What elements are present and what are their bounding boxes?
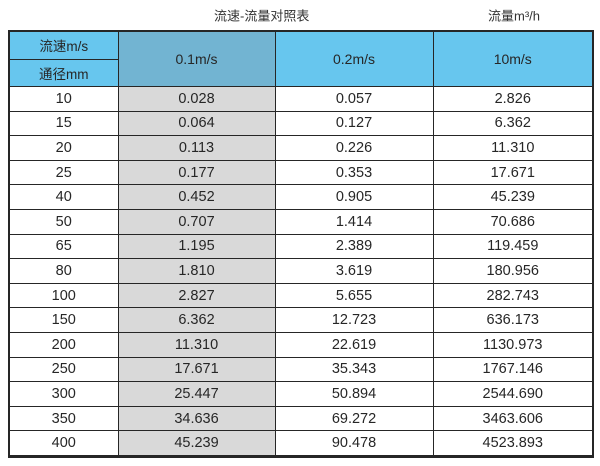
diameter-cell: 200 — [8, 331, 119, 358]
diameter-cell: 15 — [8, 110, 119, 137]
flow-02ms-cell: 0.353 — [274, 159, 434, 186]
flow-01ms-cell: 11.310 — [117, 331, 276, 358]
table-row: 10 0.028 0.057 2.826 — [8, 86, 594, 112]
table-row: 100 2.827 5.655 282.743 — [8, 282, 594, 309]
col-header-0-2ms: 0.2m/s — [274, 30, 434, 87]
flow-10ms-cell: 45.239 — [432, 184, 594, 210]
table-row: 20 0.113 0.226 11.310 — [8, 135, 594, 161]
header-row-top: 流速m/s 0.1m/s 0.2m/s 10m/s — [8, 30, 594, 87]
flow-02ms-cell: 90.478 — [274, 430, 434, 457]
table-row: 40 0.452 0.905 45.239 — [8, 184, 594, 210]
flow-10ms-cell: 180.956 — [432, 258, 594, 284]
table-row: 80 1.810 3.619 180.956 — [8, 258, 594, 284]
table-row: 25 0.177 0.353 17.671 — [8, 159, 594, 186]
flow-02ms-cell: 22.619 — [274, 331, 434, 358]
diameter-cell: 20 — [8, 135, 119, 161]
diameter-cell: 80 — [8, 258, 119, 284]
flow-01ms-cell: 6.362 — [117, 307, 276, 333]
diameter-cell: 65 — [8, 233, 119, 260]
diameter-cell: 25 — [8, 159, 119, 186]
flow-01ms-cell: 0.177 — [117, 159, 276, 186]
flow-02ms-cell: 0.905 — [274, 184, 434, 210]
flow-10ms-cell: 282.743 — [432, 282, 594, 309]
table-row: 200 11.310 22.619 1130.973 — [8, 331, 594, 358]
flow-02ms-cell: 0.057 — [274, 86, 434, 112]
flow-02ms-cell: 5.655 — [274, 282, 434, 309]
flow-10ms-cell: 11.310 — [432, 135, 594, 161]
title-bar: 流速-流量对照表 流量m³/h — [0, 0, 600, 30]
flow-02ms-cell: 0.226 — [274, 135, 434, 161]
flow-01ms-cell: 0.064 — [117, 110, 276, 137]
flow-10ms-cell: 4523.893 — [432, 430, 594, 457]
flow-02ms-cell: 2.389 — [274, 233, 434, 260]
flow-02ms-cell: 1.414 — [274, 208, 434, 235]
col-header-0-1ms: 0.1m/s — [117, 30, 276, 87]
diameter-cell: 250 — [8, 356, 119, 383]
diameter-cell: 350 — [8, 405, 119, 432]
flow-02ms-cell: 50.894 — [274, 381, 434, 407]
flow-10ms-cell: 2.826 — [432, 86, 594, 112]
flow-02ms-cell: 69.272 — [274, 405, 434, 432]
flow-02ms-cell: 0.127 — [274, 110, 434, 137]
table-title: 流速-流量对照表 — [214, 8, 310, 24]
table-header: 流速m/s 0.1m/s 0.2m/s 10m/s 通径mm — [8, 30, 594, 87]
flow-01ms-cell: 2.827 — [117, 282, 276, 309]
table-row: 350 34.636 69.272 3463.606 — [8, 405, 594, 432]
corner-diameter-label: 通径mm — [8, 58, 119, 87]
flow-01ms-cell: 17.671 — [117, 356, 276, 383]
table-row: 65 1.195 2.389 119.459 — [8, 233, 594, 260]
flow-01ms-cell: 1.810 — [117, 258, 276, 284]
diameter-cell: 50 — [8, 208, 119, 235]
flow-10ms-cell: 2544.690 — [432, 381, 594, 407]
table-row: 50 0.707 1.414 70.686 — [8, 208, 594, 235]
table-row: 150 6.362 12.723 636.173 — [8, 307, 594, 333]
flow-01ms-cell: 0.113 — [117, 135, 276, 161]
flow-01ms-cell: 25.447 — [117, 381, 276, 407]
table-row: 250 17.671 35.343 1767.146 — [8, 356, 594, 383]
flow-01ms-cell: 0.707 — [117, 208, 276, 235]
flow-01ms-cell: 0.028 — [117, 86, 276, 112]
flow-rate-table: 流速m/s 0.1m/s 0.2m/s 10m/s 通径mm 10 0.028 0.… — [8, 30, 594, 458]
flow-01ms-cell: 34.636 — [117, 405, 276, 432]
flow-01ms-cell: 0.452 — [117, 184, 276, 210]
diameter-cell: 400 — [8, 430, 119, 457]
flow-02ms-cell: 12.723 — [274, 307, 434, 333]
flow-10ms-cell: 636.173 — [432, 307, 594, 333]
flow-02ms-cell: 35.343 — [274, 356, 434, 383]
flow-10ms-cell: 3463.606 — [432, 405, 594, 432]
diameter-cell: 100 — [8, 282, 119, 309]
table-row: 300 25.447 50.894 2544.690 — [8, 381, 594, 407]
flow-10ms-cell: 1130.973 — [432, 331, 594, 358]
col-header-10ms: 10m/s — [432, 30, 594, 87]
flow-01ms-cell: 45.239 — [117, 430, 276, 457]
flow-02ms-cell: 3.619 — [274, 258, 434, 284]
flow-10ms-cell: 6.362 — [432, 110, 594, 137]
flow-10ms-cell: 17.671 — [432, 159, 594, 186]
header-row-bottom: 通径mm — [8, 58, 593, 87]
diameter-cell: 40 — [8, 184, 119, 210]
table-row: 15 0.064 0.127 6.362 — [8, 110, 594, 137]
flow-unit-label: 流量m³/h — [488, 8, 541, 24]
diameter-cell: 150 — [8, 307, 119, 333]
flow-10ms-cell: 70.686 — [432, 208, 594, 235]
flow-01ms-cell: 1.195 — [117, 233, 276, 260]
diameter-cell: 10 — [8, 86, 119, 112]
corner-flow-speed-label: 流速m/s — [8, 30, 119, 60]
flow-10ms-cell: 119.459 — [432, 233, 594, 260]
table-row: 400 45.239 90.478 4523.893 — [8, 430, 594, 457]
diameter-cell: 300 — [8, 381, 119, 407]
table-body: 10 0.028 0.057 2.826 15 0.064 0.127 6.362 20 0.11… — [8, 86, 594, 457]
flow-10ms-cell: 1767.146 — [432, 356, 594, 383]
